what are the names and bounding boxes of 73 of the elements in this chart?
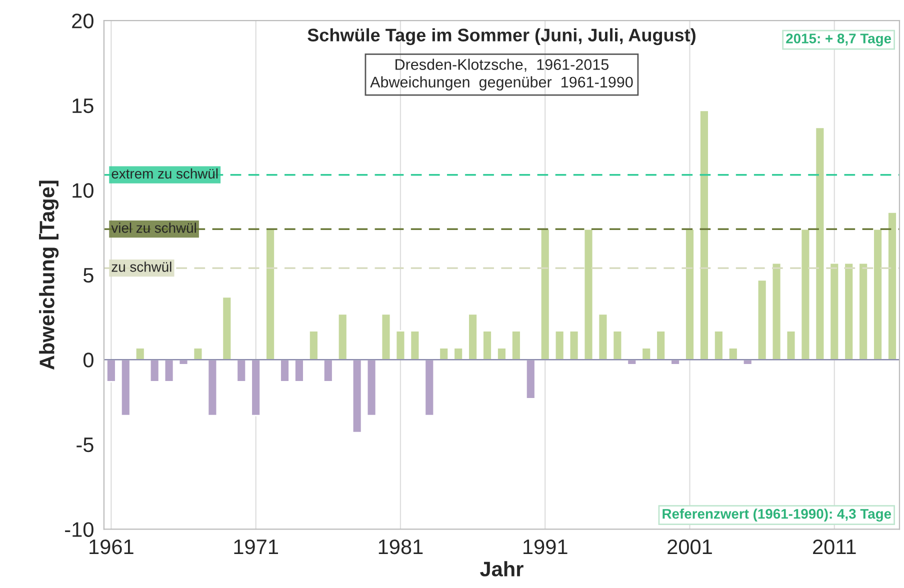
bar [250, 358, 262, 416]
y-tick-label: 15 [72, 98, 94, 114]
bar [222, 296, 232, 360]
y-tick-label: 0 [83, 352, 94, 368]
y-tick-label: -5 [76, 438, 94, 452]
annotation: 2015: + 8,7 Tage [786, 34, 892, 46]
bar [568, 330, 580, 360]
chart-title: Schwüle Tage im Sommer (Juni, Juli, August) [308, 28, 696, 46]
bar [120, 358, 131, 416]
x-tick-label: 1961 [90, 539, 134, 554]
bar [207, 358, 218, 416]
bar [380, 313, 392, 360]
bar [308, 330, 319, 360]
bar [771, 262, 782, 360]
bar [511, 330, 522, 360]
y-tick-label: -10 [65, 522, 94, 537]
y-tick-label: 20 [72, 14, 94, 28]
bar [656, 330, 666, 360]
x-tick-label: 1971 [234, 539, 278, 554]
bar [192, 347, 204, 360]
bar [164, 358, 174, 382]
x-tick-label: 1981 [378, 539, 423, 554]
bar [453, 347, 464, 360]
bar [468, 313, 478, 360]
bar [337, 313, 348, 360]
ref-line-label: zu schwül [112, 262, 172, 272]
bar [149, 358, 160, 382]
bar [134, 347, 146, 360]
x-tick-label: 2001 [668, 539, 712, 554]
bar [525, 358, 536, 400]
y-tick-label: 10 [72, 183, 94, 198]
bar [540, 228, 550, 360]
bar [829, 262, 840, 360]
bar [280, 358, 290, 382]
bar [598, 313, 608, 360]
bar [106, 358, 116, 382]
bar [294, 358, 304, 382]
bar [844, 262, 854, 360]
x-tick-label: 2011 [813, 539, 856, 554]
bar [496, 347, 507, 360]
bar [410, 330, 420, 360]
bar [612, 330, 623, 360]
bar [641, 347, 652, 360]
ref-line-label: viel zu schwül [111, 222, 196, 233]
x-axis-title: Jahr [480, 561, 524, 576]
bar [872, 228, 883, 360]
bar [699, 110, 710, 360]
bar [887, 211, 898, 360]
bar [583, 228, 594, 360]
bar [714, 330, 724, 360]
bar [265, 228, 276, 360]
bar [236, 358, 247, 382]
bar [366, 358, 377, 416]
text: Dresden-Klotzsche, 1961-2015 Abweichungen gegenüber 1961-1990 [370, 58, 633, 91]
y-axis-title: Abweichung [Tage] [39, 180, 59, 370]
bar [352, 358, 362, 434]
bar [800, 228, 811, 360]
bar [438, 347, 450, 360]
x-tick-label: 1991 [524, 539, 568, 554]
bar [424, 358, 435, 416]
bar [858, 262, 868, 360]
bar [756, 279, 768, 360]
bar [482, 330, 492, 360]
annotation: Referenzwert (1961-1990): 4,3 Tage [662, 508, 892, 522]
bar [684, 228, 695, 360]
bar [814, 126, 826, 360]
ref-line-label: extrem zu schwül [112, 168, 218, 179]
bar [786, 330, 796, 360]
y-tick-label: 5 [83, 268, 94, 283]
bar [728, 347, 738, 360]
bar [322, 358, 334, 382]
bar [554, 330, 565, 360]
bar [395, 330, 406, 360]
